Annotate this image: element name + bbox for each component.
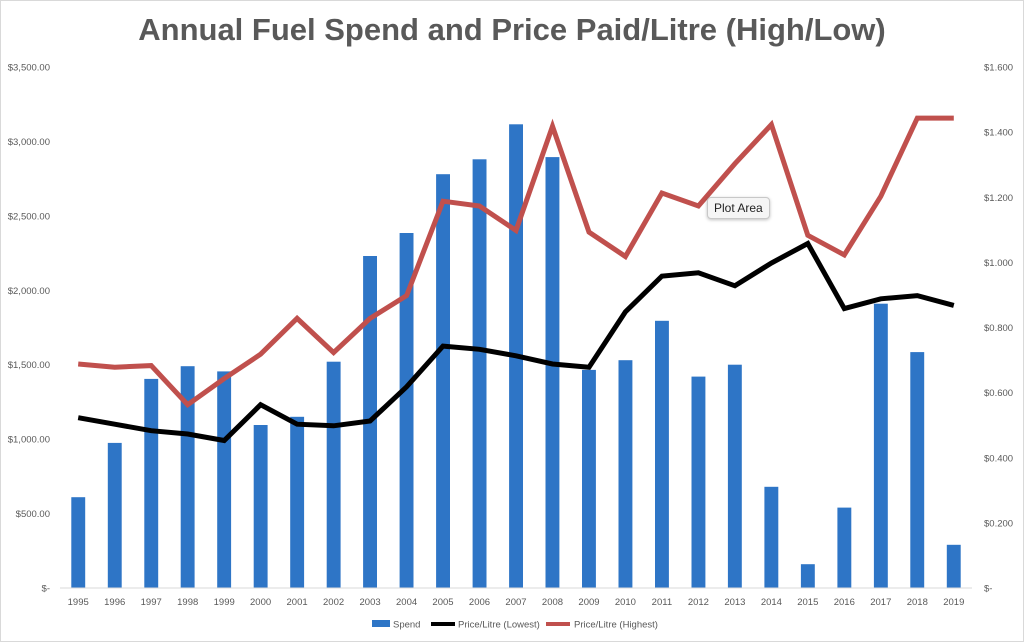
bar-spend-2011[interactable] xyxy=(655,320,669,588)
x-tick-label: 1998 xyxy=(177,597,198,608)
bar-spend-2001[interactable] xyxy=(290,416,305,588)
bar-spend-1997[interactable] xyxy=(144,378,159,588)
bar-spend-2019[interactable] xyxy=(946,544,961,588)
x-tick-label: 2006 xyxy=(469,597,490,608)
plot-area-tooltip: Plot Area xyxy=(707,197,770,219)
x-tick-label: 2004 xyxy=(396,597,417,608)
y-right-tick-label: $1.000 xyxy=(984,258,1013,269)
bar-spend-2004[interactable] xyxy=(399,233,414,588)
legend-label-spend: Spend xyxy=(393,620,420,631)
bar-spend-2008[interactable] xyxy=(545,157,560,588)
x-tick-label: 2005 xyxy=(432,597,453,608)
bar-spend-2013[interactable] xyxy=(727,364,742,588)
y-right-tick-label: $1.600 xyxy=(984,63,1013,74)
x-tick-label: 2015 xyxy=(797,597,818,608)
y-left-tick-label: $1,500.00 xyxy=(8,360,50,371)
bar-spend-2014[interactable] xyxy=(764,486,779,588)
y-right-tick-label: $- xyxy=(984,584,992,595)
bar-spend-2005[interactable] xyxy=(436,174,450,588)
legend-label-price-highest: Price/Litre (Highest) xyxy=(574,620,658,631)
x-tick-label: 2012 xyxy=(688,597,709,608)
y-right-tick-label: $0.400 xyxy=(984,453,1013,464)
legend-swatch-spend xyxy=(372,620,390,627)
x-tick-label: 1997 xyxy=(141,597,162,608)
x-tick-label: 2002 xyxy=(323,597,344,608)
bar-spend-2016[interactable] xyxy=(837,507,852,588)
y-left-tick-label: $2,000.00 xyxy=(8,286,50,297)
x-tick-label: 2009 xyxy=(578,597,599,608)
y-left-tick-label: $- xyxy=(42,584,50,595)
y-right-tick-label: $1.200 xyxy=(984,193,1013,204)
y-left-tick-label: $3,000.00 xyxy=(8,137,50,148)
x-tick-label: 2007 xyxy=(505,597,526,608)
x-tick-label: 1995 xyxy=(68,597,89,608)
bar-spend-2006[interactable] xyxy=(472,159,487,589)
chart-title: Annual Fuel Spend and Price Paid/Litre (… xyxy=(138,12,886,47)
x-tick-label: 2013 xyxy=(724,597,745,608)
x-tick-label: 2017 xyxy=(870,597,891,608)
y-left-tick-label: $1,000.00 xyxy=(8,435,50,446)
bar-spend-1998[interactable] xyxy=(180,366,195,588)
series-line-price-lowest[interactable] xyxy=(77,240,955,444)
bar-spend-2017[interactable] xyxy=(873,303,888,588)
bar-spend-2009[interactable] xyxy=(582,369,596,588)
bar-spend-2002[interactable] xyxy=(326,361,341,588)
x-tick-label: 1999 xyxy=(214,597,235,608)
bar-spend-1995[interactable] xyxy=(71,497,86,588)
legend-label-price-lowest: Price/Litre (Lowest) xyxy=(458,620,540,631)
x-tick-label: 2016 xyxy=(834,597,855,608)
x-tick-label: 2000 xyxy=(250,597,271,608)
y-right-tick-label: $0.600 xyxy=(984,388,1013,399)
x-tick-label: 2014 xyxy=(761,597,782,608)
bar-spend-2000[interactable] xyxy=(253,425,268,588)
x-tick-label: 2011 xyxy=(652,597,672,608)
y-right-tick-label: $0.200 xyxy=(984,518,1013,529)
y-left-tick-label: $3,500.00 xyxy=(8,63,50,74)
x-tick-label: 2001 xyxy=(287,597,308,608)
y-left-tick-label: $500.00 xyxy=(16,509,50,520)
y-right-tick-label: $0.800 xyxy=(984,323,1013,334)
x-tick-label: 2010 xyxy=(615,597,636,608)
bar-spend-1999[interactable] xyxy=(217,371,232,588)
x-tick-label: 1996 xyxy=(104,597,125,608)
y-left-tick-label: $2,500.00 xyxy=(8,211,50,222)
bar-spend-2010[interactable] xyxy=(618,360,633,588)
bar-spend-2012[interactable] xyxy=(691,376,706,588)
bar-spend-2018[interactable] xyxy=(910,352,925,588)
series-line-price-highest[interactable] xyxy=(77,115,954,409)
y-right-tick-label: $1.400 xyxy=(984,128,1013,139)
x-tick-label: 2003 xyxy=(360,597,381,608)
x-tick-label: 2018 xyxy=(907,597,928,608)
x-tick-label: 2008 xyxy=(542,597,563,608)
x-tick-label: 2019 xyxy=(943,597,964,608)
bar-spend-1996[interactable] xyxy=(107,442,122,588)
bar-spend-2015[interactable] xyxy=(800,564,815,588)
